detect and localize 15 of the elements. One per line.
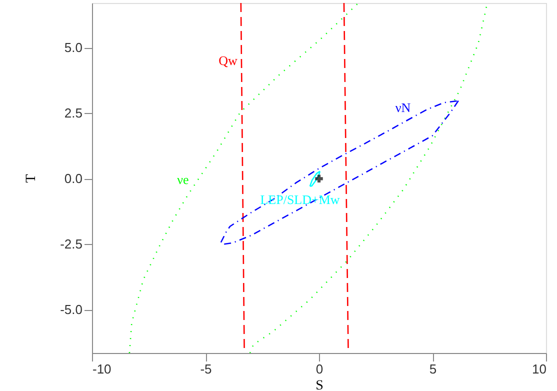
x-axis-title: S (316, 378, 324, 391)
x-tick-label: -10 (92, 362, 112, 376)
series-label: νe (177, 172, 190, 187)
y-tick-label: -5.0 (60, 302, 82, 318)
series-label: νN (395, 100, 412, 115)
y-tick-label: 2.5 (64, 106, 82, 121)
series-label: Qw (218, 53, 238, 68)
x-tick-label: 10 (532, 362, 546, 376)
y-tick-label: -2.5 (60, 236, 82, 252)
y-tick-label: 0.0 (64, 171, 82, 186)
x-tick-label: 0 (316, 362, 324, 376)
y-tick-label: 5.0 (64, 40, 82, 56)
y-axis-title: T (24, 174, 40, 183)
x-tick-label: -5 (200, 362, 212, 376)
x-tick-label: 5 (429, 362, 437, 376)
